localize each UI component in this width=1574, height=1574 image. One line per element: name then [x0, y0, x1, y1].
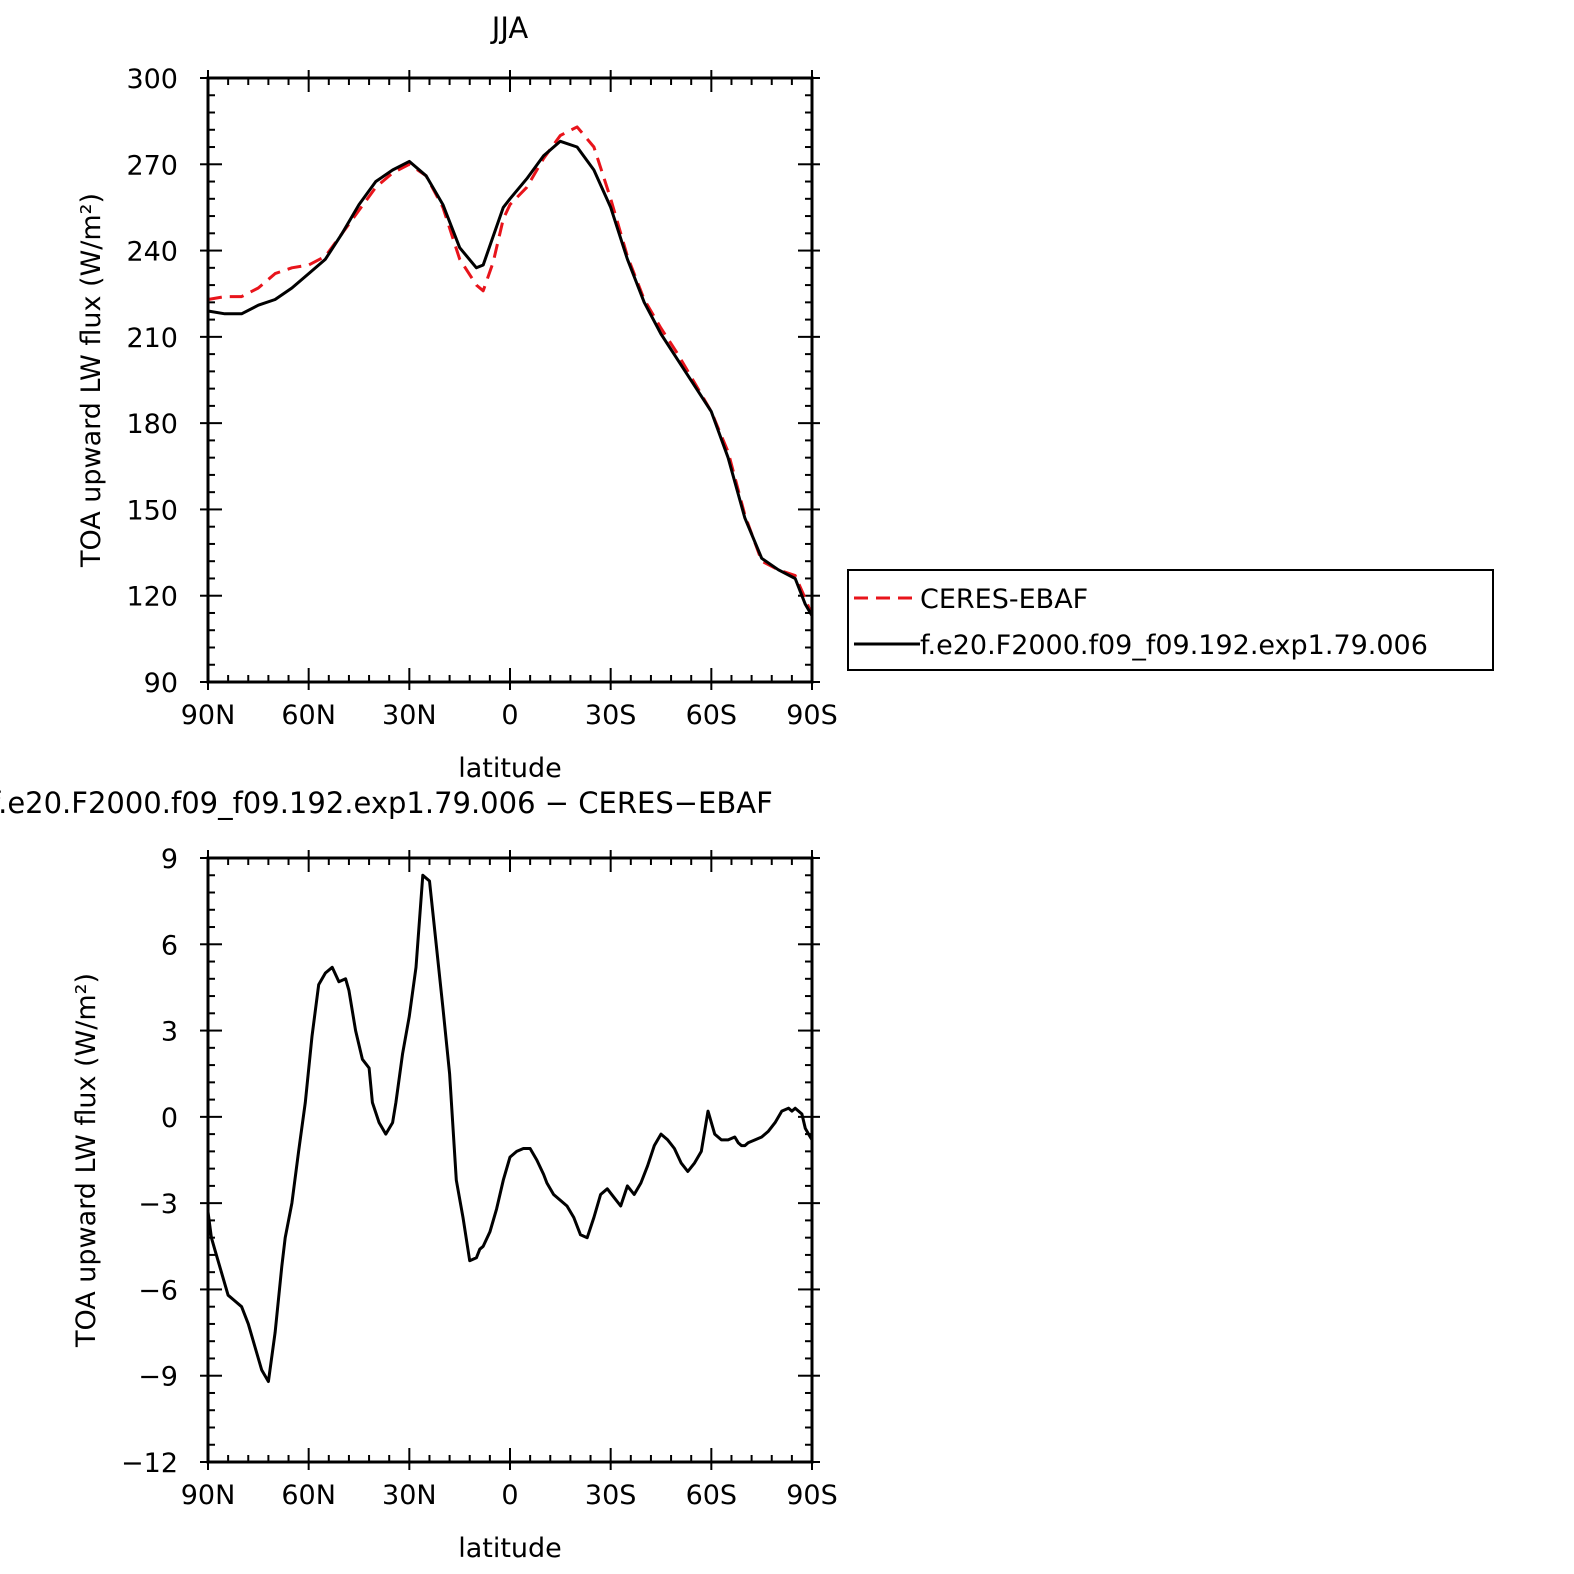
- y-tick-label: 300: [126, 64, 178, 95]
- x-tick-label: 90N: [181, 700, 236, 731]
- x-tick-label: 0: [501, 1480, 518, 1511]
- y-tick-label: 9: [161, 844, 178, 875]
- x-tick-label: 30S: [585, 700, 637, 731]
- y-tick-label: −3: [138, 1189, 178, 1220]
- top-plot-frame: [206, 76, 814, 684]
- y-tick-label: 90: [144, 668, 178, 699]
- y-tick-label: 240: [126, 237, 178, 268]
- bottom-series-group: [206, 873, 814, 1383]
- x-tick-label: 30N: [382, 700, 437, 731]
- y-tick-label: 270: [126, 150, 178, 181]
- top-x-axis-label: latitude: [458, 753, 562, 784]
- series-line-difference: [206, 873, 814, 1383]
- x-tick-label: 60N: [281, 700, 336, 731]
- y-tick-label: 6: [161, 930, 178, 961]
- y-tick-label: 150: [126, 495, 178, 526]
- y-tick-label: −6: [138, 1275, 178, 1306]
- legend: CERES-EBAF f.e20.F2000.f09_f09.192.exp1.7…: [847, 569, 1494, 671]
- legend-label: CERES-EBAF: [920, 584, 1088, 615]
- x-tick-label: 30S: [585, 1480, 637, 1511]
- x-tick-label: 90N: [181, 1480, 236, 1511]
- x-tick-label: 60S: [686, 700, 738, 731]
- top-chart: JJA 90N 60N 30N 0 30S 60S 90S 90 120 150 180 210 240…: [76, 11, 1494, 784]
- bottom-x-axis-label: latitude: [458, 1533, 562, 1564]
- bottom-chart-title: f.e20.F2000.f09_f09.192.exp1.79.006 − CE…: [0, 786, 773, 820]
- y-tick-label: 180: [126, 409, 178, 440]
- y-tick-label: 3: [161, 1017, 178, 1048]
- x-tick-label: 90S: [786, 1480, 838, 1511]
- top-series-group: [207, 125, 814, 617]
- bottom-y-axis-label: TOA upward LW flux (W/m²): [71, 973, 102, 1348]
- x-tick-label: 30N: [382, 1480, 437, 1511]
- top-chart-title: JJA: [490, 11, 529, 45]
- x-tick-label: 90S: [786, 700, 838, 731]
- legend-box: [847, 569, 1494, 671]
- y-tick-label: 120: [126, 582, 178, 613]
- bottom-plot-frame: [206, 856, 814, 1464]
- legend-label: f.e20.F2000.f09_f09.192.exp1.79.006: [920, 630, 1428, 661]
- bottom-axes: 90N 60N 30N 0 30S 60S 90S −12 −9 −6 −3 0 3 6 9: [121, 844, 838, 1511]
- x-tick-label: 0: [501, 700, 518, 731]
- y-tick-label: −12: [121, 1448, 178, 1479]
- bottom-chart: f.e20.F2000.f09_f09.192.exp1.79.006 − CE…: [0, 786, 838, 1564]
- y-tick-label: 0: [161, 1103, 178, 1134]
- top-axes: 90N 60N 30N 0 30S 60S 90S 90 120 150 180 210 240 270 3…: [126, 64, 837, 731]
- top-y-axis-label: TOA upward LW flux (W/m²): [76, 193, 107, 568]
- y-tick-label: 210: [126, 323, 178, 354]
- x-tick-label: 60S: [686, 1480, 738, 1511]
- series-line-ceres-ebaf: [207, 125, 814, 617]
- series-line-f-e20-f2000-f09-f09-192-exp1-79-006: [207, 139, 814, 617]
- x-tick-label: 60N: [281, 1480, 336, 1511]
- y-tick-label: −9: [138, 1362, 178, 1393]
